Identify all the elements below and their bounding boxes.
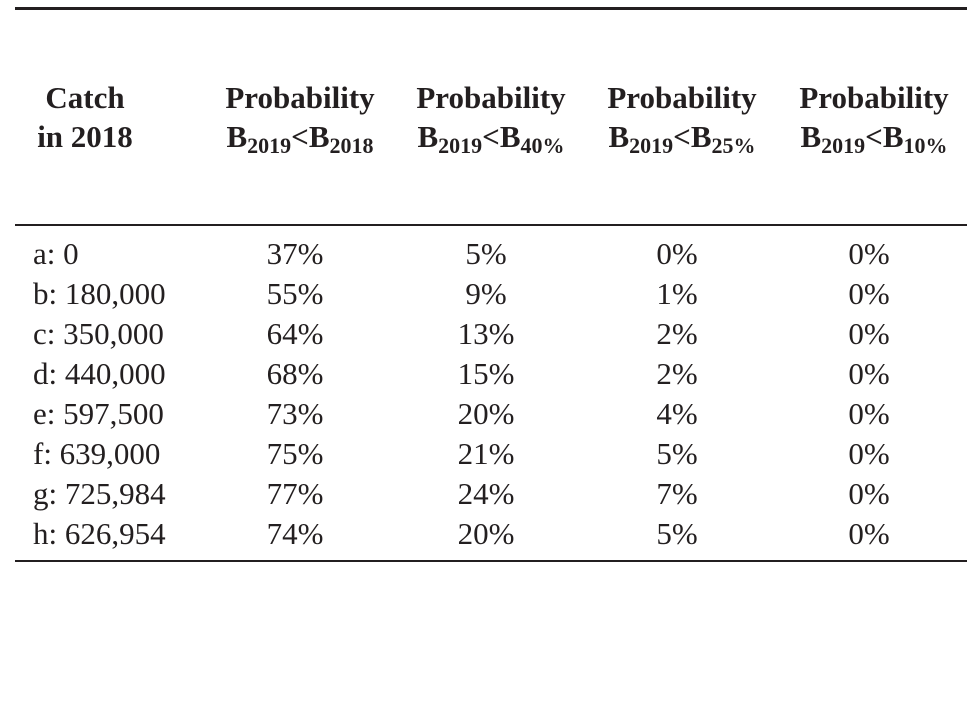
table-row: a: 0 37% 5% 0% 0% [0, 234, 967, 274]
cell-catch: f: 639,000 [33, 436, 161, 471]
cell-prob-b25: 2% [656, 356, 698, 391]
header-prob-b10: Probability B2019<B10% [779, 78, 967, 158]
table-row: h: 626,954 74% 20% 5% 0% [0, 514, 967, 554]
cell-catch: c: 350,000 [33, 316, 164, 351]
table-row: g: 725,984 77% 24% 7% 0% [0, 474, 967, 514]
header-catch: Catch in 2018 [0, 78, 170, 156]
cell-prob-b2018: 37% [266, 236, 324, 271]
cell-prob-b10: 0% [848, 476, 890, 511]
table-body: a: 0 37% 5% 0% 0% b: 180,000 55% 9% 1% 0… [0, 234, 967, 554]
cell-prob-b10: 0% [848, 356, 890, 391]
cell-prob-b10: 0% [848, 236, 890, 271]
cell-prob-b40: 5% [465, 236, 507, 271]
header-catch-line1: Catch [45, 80, 125, 115]
cell-prob-b2018: 77% [266, 476, 324, 511]
table-row: b: 180,000 55% 9% 1% 0% [0, 274, 967, 314]
cell-catch: b: 180,000 [33, 276, 166, 311]
cell-prob-b2018: 75% [266, 436, 324, 471]
header-prob-b2018: Probability B2019<B2018 [205, 78, 395, 158]
cell-prob-b25: 0% [656, 236, 698, 271]
cell-catch: a: 0 [33, 236, 79, 271]
cell-prob-b40: 24% [457, 476, 515, 511]
table-row: d: 440,000 68% 15% 2% 0% [0, 354, 967, 394]
header-formula: B2019<B40% [417, 119, 565, 158]
table-top-rule [15, 7, 967, 10]
cell-prob-b25: 1% [656, 276, 698, 311]
cell-prob-b2018: 74% [266, 516, 324, 551]
cell-prob-b10: 0% [848, 516, 890, 551]
cell-prob-b40: 13% [457, 316, 515, 351]
header-formula: B2019<B2018 [226, 119, 374, 158]
cell-prob-b25: 2% [656, 316, 698, 351]
header-title: Probability [416, 80, 566, 115]
table-header-rule [15, 224, 967, 226]
header-prob-b40: Probability B2019<B40% [396, 78, 586, 158]
cell-prob-b10: 0% [848, 396, 890, 431]
cell-catch: g: 725,984 [33, 476, 166, 511]
cell-catch: e: 597,500 [33, 396, 164, 431]
cell-prob-b25: 7% [656, 476, 698, 511]
cell-prob-b25: 4% [656, 396, 698, 431]
cell-prob-b25: 5% [656, 516, 698, 551]
cell-prob-b2018: 64% [266, 316, 324, 351]
table-row: c: 350,000 64% 13% 2% 0% [0, 314, 967, 354]
table-row: f: 639,000 75% 21% 5% 0% [0, 434, 967, 474]
header-title: Probability [799, 80, 949, 115]
header-title: Probability [225, 80, 375, 115]
cell-catch: d: 440,000 [33, 356, 166, 391]
cell-prob-b40: 15% [457, 356, 515, 391]
cell-prob-b10: 0% [848, 436, 890, 471]
cell-prob-b2018: 55% [266, 276, 324, 311]
cell-catch: h: 626,954 [33, 516, 166, 551]
cell-prob-b40: 20% [457, 516, 515, 551]
cell-prob-b40: 9% [465, 276, 507, 311]
table-row: e: 597,500 73% 20% 4% 0% [0, 394, 967, 434]
cell-prob-b2018: 73% [266, 396, 324, 431]
header-catch-line2: in 2018 [37, 119, 133, 154]
cell-prob-b2018: 68% [266, 356, 324, 391]
cell-prob-b10: 0% [848, 276, 890, 311]
header-title: Probability [607, 80, 757, 115]
cell-prob-b40: 20% [457, 396, 515, 431]
table-bottom-rule [15, 560, 967, 562]
cell-prob-b10: 0% [848, 316, 890, 351]
cell-prob-b25: 5% [656, 436, 698, 471]
header-prob-b25: Probability B2019<B25% [587, 78, 777, 158]
header-formula: B2019<B10% [800, 119, 948, 158]
cell-prob-b40: 21% [457, 436, 515, 471]
header-formula: B2019<B25% [608, 119, 756, 158]
